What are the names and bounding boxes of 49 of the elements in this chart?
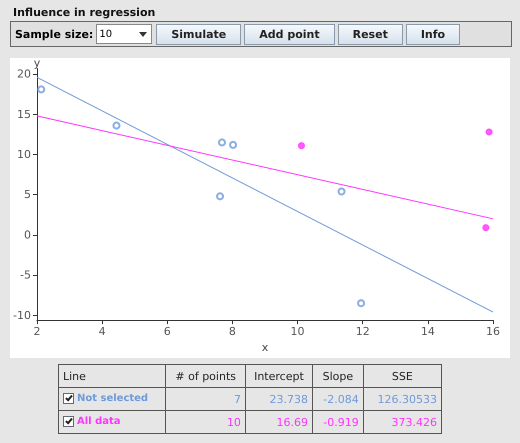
text: 373.426 — [363, 410, 442, 434]
x-tick-label: 2 — [33, 325, 40, 338]
point — [229, 140, 238, 149]
text: 7 — [166, 388, 246, 410]
y-tick-label: -10 — [13, 308, 31, 322]
text: Info — [406, 24, 460, 44]
text: -0.919 — [312, 410, 364, 434]
text: Reset — [338, 24, 403, 44]
x-tick-label: 10 — [290, 325, 305, 338]
y-tick-label: -5 — [20, 268, 31, 282]
y-tick-label: 5 — [24, 188, 31, 202]
point — [218, 138, 226, 146]
y-tick-label: 20 — [16, 68, 31, 81]
text: Sample size: — [15, 28, 94, 40]
x-tick-label: 14 — [420, 325, 435, 338]
text: Line — [58, 364, 166, 388]
point — [482, 224, 490, 232]
point — [216, 192, 224, 200]
point — [112, 122, 120, 130]
y-tick-label: 10 — [16, 148, 31, 162]
point — [357, 299, 366, 308]
x-tick-label: 8 — [228, 325, 236, 338]
text: -2.084 — [312, 388, 364, 410]
y-tick-label: 0 — [24, 228, 31, 242]
text: Simulate — [156, 24, 242, 44]
text: 16.69 — [245, 410, 312, 434]
text: Slope — [312, 364, 364, 388]
x-tick-label: 4 — [98, 325, 106, 338]
x-axis-title: x — [262, 341, 269, 354]
y-tick-label: 15 — [16, 108, 31, 121]
text: Add point — [244, 24, 335, 44]
point — [298, 142, 305, 150]
text: 10 — [166, 410, 246, 434]
text: 23.738 — [245, 388, 312, 410]
chart-title: Influence in regression — [13, 6, 156, 19]
point — [486, 128, 493, 136]
text: All data — [58, 410, 166, 434]
text: SSE — [363, 364, 442, 388]
x-tick-label: 16 — [486, 325, 500, 338]
y-axis-title: y — [34, 56, 41, 70]
text: Not selected — [58, 388, 166, 410]
point — [37, 85, 46, 94]
text: 126.30533 — [363, 388, 442, 410]
sample-size-field: 10 — [96, 24, 152, 44]
x-tick-label: 12 — [356, 325, 370, 338]
text: # of points — [166, 364, 246, 388]
text: Intercept — [245, 364, 312, 388]
x-tick-label: 6 — [164, 325, 171, 338]
point — [338, 187, 346, 196]
